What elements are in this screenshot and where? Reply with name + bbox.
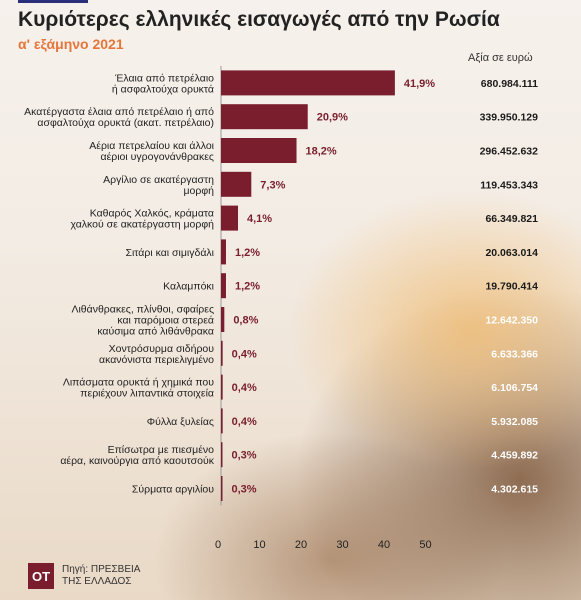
bar bbox=[221, 442, 223, 468]
bar-value-label: 20,9% bbox=[317, 112, 348, 124]
euro-value-label: 12.642.350 bbox=[485, 315, 538, 327]
category-label: Σιτάρι και σιμιγδάλι bbox=[125, 247, 214, 259]
euro-value-label: 296.452.632 bbox=[480, 146, 539, 158]
page-title: Κυριότερες ελληνικές εισαγωγές από την Ρ… bbox=[18, 8, 500, 31]
euro-value-label: 6.633.366 bbox=[491, 348, 538, 360]
value-column-header: Αξία σε ευρώ bbox=[468, 52, 533, 64]
category-label: ασφαλτούχα ορυκτά (ακατ. πετρέλαιο) bbox=[37, 117, 214, 129]
euro-value-label: 680.984.111 bbox=[481, 78, 538, 90]
euro-value-label: 339.950.129 bbox=[480, 112, 539, 124]
bar bbox=[221, 408, 223, 434]
bar-value-label: 18,2% bbox=[306, 146, 337, 158]
category-label: ακανόνιστα περιελιγμένο bbox=[99, 354, 214, 366]
bar-value-label: 0,8% bbox=[233, 315, 258, 327]
euro-value-label: 5.932.085 bbox=[491, 416, 538, 428]
category-label: Σύρματα αργιλίου bbox=[132, 484, 214, 496]
category-label: Έλαια από πετρέλαιο bbox=[114, 72, 214, 84]
category-label: Αέρια πετρελαίου και άλλοι bbox=[89, 140, 214, 152]
x-tick-label: 30 bbox=[336, 539, 348, 551]
accent-line bbox=[18, 0, 88, 3]
category-label: χαλκού σε ακατέργαστη μορφή bbox=[70, 219, 214, 231]
x-tick-label: 0 bbox=[215, 539, 221, 551]
category-label: ή ασφαλτούχα ορυκτά bbox=[112, 83, 214, 95]
bar-value-label: 7,3% bbox=[260, 179, 285, 191]
bar bbox=[221, 273, 226, 299]
euro-value-label: 20.063.014 bbox=[485, 247, 538, 259]
category-label: καύσιμα από λιθάνθρακα bbox=[97, 326, 214, 338]
category-label: Επίσωτρα με πιεσμένο bbox=[108, 444, 215, 456]
bar-value-label: 4,1% bbox=[247, 213, 272, 225]
bar-value-label: 0,3% bbox=[232, 450, 257, 462]
category-label: Χοντρόσυρμα σιδήρου bbox=[109, 343, 215, 355]
bar-value-label: 0,3% bbox=[232, 484, 257, 496]
bar bbox=[221, 374, 223, 400]
bar bbox=[221, 70, 395, 96]
category-label: Καθαρός Χαλκός, κράματα bbox=[90, 208, 214, 220]
category-label: Λιπάσματα ορυκτά ή χημικά που bbox=[63, 377, 214, 389]
x-tick-label: 40 bbox=[378, 539, 390, 551]
bar bbox=[221, 171, 252, 197]
category-label: και παρόμοια στερεά bbox=[117, 315, 214, 327]
euro-value-label: 119.453.343 bbox=[480, 179, 538, 191]
x-tick-label: 50 bbox=[419, 539, 431, 551]
euro-value-label: 4.302.615 bbox=[491, 484, 538, 496]
bar bbox=[221, 138, 297, 163]
category-label: Ακατέργαστα έλαια από πετρέλαιο ή από bbox=[24, 106, 214, 118]
euro-value-label: 6.106.754 bbox=[491, 382, 538, 394]
euro-value-label: 66.349.821 bbox=[485, 213, 538, 225]
bar bbox=[221, 205, 239, 231]
euro-value-label: 4.459.892 bbox=[491, 450, 538, 462]
x-tick-label: 20 bbox=[295, 539, 307, 551]
category-label: μορφή bbox=[183, 185, 214, 197]
bar bbox=[221, 307, 225, 332]
euro-value-label: 19.790.414 bbox=[485, 281, 538, 293]
source-note: Πηγή: ΠΡΕΣΒΕΙΑ ΤΗΣ ΕΛΛΑΔΟΣ bbox=[62, 564, 140, 587]
bar-value-label: 0,4% bbox=[232, 348, 257, 360]
category-label: Φύλλα ξυλείας bbox=[147, 416, 214, 428]
category-label: Λιθάνθρακες, πλίνθοι, σφαίρες bbox=[71, 304, 214, 316]
bar-value-label: 0,4% bbox=[232, 382, 257, 394]
bar bbox=[221, 340, 223, 366]
ot-logo: ΟΤ bbox=[28, 563, 54, 589]
bar-value-label: 1,2% bbox=[235, 281, 260, 293]
category-label: Αργίλιο σε ακατέργαστη bbox=[103, 174, 214, 186]
bar bbox=[221, 239, 226, 265]
category-label: αέρα, καινούργια από καουτσούκ bbox=[60, 455, 214, 467]
bar bbox=[221, 476, 223, 501]
page-subtitle: α' εξάμηνο 2021 bbox=[18, 36, 124, 52]
x-tick-label: 10 bbox=[253, 539, 265, 551]
bar-value-label: 41,9% bbox=[404, 78, 435, 90]
bar bbox=[221, 104, 308, 130]
category-label: περιέχουν λιπαντικά στοιχεία bbox=[80, 388, 214, 400]
category-label: αέριοι υγρογονάνθρακες bbox=[101, 151, 215, 163]
bar-value-label: 1,2% bbox=[235, 247, 260, 259]
bar-value-label: 0,4% bbox=[232, 416, 257, 428]
category-label: Καλαμπόκι bbox=[163, 281, 214, 293]
footer: ΟΤ Πηγή: ΠΡΕΣΒΕΙΑ ΤΗΣ ΕΛΛΑΔΟΣ bbox=[28, 563, 152, 589]
